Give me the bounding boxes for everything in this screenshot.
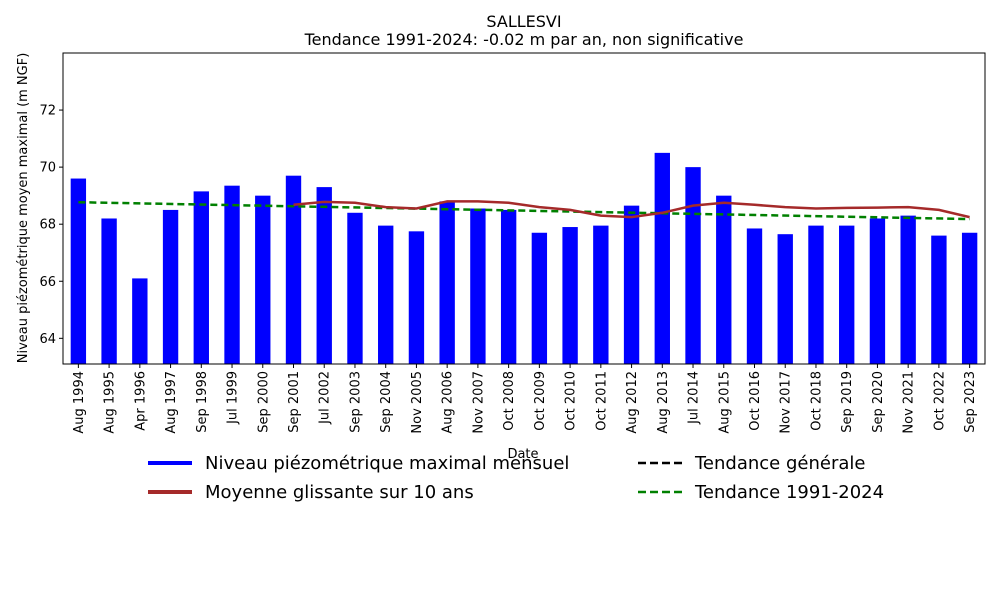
x-tick-label: Oct 2018: [809, 371, 824, 431]
bar-nov-2017: [777, 234, 793, 364]
bar-sep-2023: [961, 232, 978, 364]
bar-sep-2020: [869, 218, 886, 364]
x-tick-label: Sep 2020: [871, 371, 886, 433]
y-tick-label: 64: [39, 332, 56, 347]
bar-oct-2011: [593, 225, 609, 364]
bar-aug-2012: [623, 205, 640, 364]
x-tick-label: Sep 2023: [963, 371, 978, 433]
bar-oct-2010: [562, 227, 578, 364]
bar-aug-1994: [70, 178, 87, 364]
bar-aug-1997: [162, 209, 179, 364]
bar-jul-2002: [316, 187, 332, 364]
x-tick-label: Sep 2019: [840, 371, 855, 433]
x-tick-label: Aug 1995: [103, 371, 118, 434]
bar-aug-2013: [654, 152, 670, 364]
x-tick-label: Aug 2015: [717, 371, 732, 434]
x-tick-label: Nov 2005: [410, 371, 425, 434]
legend-label: Tendance générale: [694, 453, 865, 474]
x-tick-label: Nov 2017: [779, 371, 794, 434]
bar-oct-2022: [931, 235, 947, 364]
bar-sep-1998: [193, 191, 209, 364]
legend-label: Tendance 1991-2024: [694, 482, 884, 503]
plot-frame: [62, 52, 986, 365]
bar-nov-2007: [470, 208, 486, 364]
bar-jul-1999: [224, 185, 240, 364]
x-tick-label: Oct 2016: [748, 371, 763, 431]
bar-nov-2005: [408, 231, 425, 364]
bar-sep-2004: [378, 225, 394, 364]
bar-jul-2014: [685, 167, 701, 364]
x-tick-label: Sep 2000: [256, 371, 271, 433]
bar-sep-2000: [255, 195, 271, 364]
bar-aug-1995: [101, 218, 117, 364]
x-tick-label: Oct 2008: [502, 371, 517, 431]
moving-average-line: [293, 200, 970, 219]
x-tick-label: Sep 1998: [195, 371, 210, 433]
y-tick-label: 66: [39, 275, 56, 290]
x-tick-label: Jul 2002: [318, 371, 333, 425]
x-tick-label: Aug 2006: [441, 371, 456, 434]
y-tick-label: 72: [39, 104, 56, 119]
x-tick-label: Aug 2013: [656, 371, 671, 434]
x-tick-label: Jul 1999: [226, 371, 241, 425]
x-tick-label: Oct 2022: [932, 371, 947, 431]
legend: Niveau piézométrique maximal mensuel Tend…: [148, 453, 884, 503]
x-tick-label: Oct 2011: [594, 371, 609, 431]
x-tick-label: Oct 2009: [533, 371, 548, 431]
x-tick-label: Sep 2001: [287, 371, 302, 433]
x-tick-label: Aug 2012: [625, 371, 640, 434]
bar-oct-2009: [531, 232, 548, 364]
y-tick-label: 68: [39, 218, 56, 233]
y-tick-label: 70: [39, 161, 56, 176]
x-tick-label: Apr 1996: [133, 371, 148, 431]
bar-sep-2003: [347, 212, 363, 364]
x-axis-label: Date: [507, 447, 538, 462]
bar-aug-2015: [716, 195, 732, 364]
chart-title: SALLESVI: [486, 12, 561, 31]
bar-oct-2008: [500, 209, 517, 364]
bar-oct-2016: [746, 228, 763, 364]
bar-sep-2001: [285, 175, 302, 364]
chart-subtitle: Tendance 1991-2024: -0.02 m par an, non …: [304, 30, 744, 49]
x-tick-label: Nov 2007: [471, 371, 486, 434]
legend-label: Niveau piézométrique maximal mensuel: [205, 453, 569, 474]
trend-1991-2024-line: [78, 200, 970, 221]
x-tick-label: Nov 2021: [902, 371, 917, 434]
bar-apr-1996: [132, 278, 148, 364]
x-tick-label: Aug 1997: [164, 371, 179, 434]
bar-sep-2019: [839, 225, 855, 364]
x-tick-label: Oct 2010: [564, 371, 579, 431]
y-axis-label: Niveau piézométrique moyen maximal (m NG…: [16, 53, 31, 364]
plot-area: 64 66 68 70 72 Aug 1994 Aug 1995 Apr 1996 Aug 19…: [39, 52, 986, 434]
x-tick-label: Sep 2003: [348, 371, 363, 433]
x-tick-label: Sep 2004: [379, 371, 394, 433]
bar-nov-2021: [900, 215, 916, 364]
bar-aug-2006: [439, 201, 455, 364]
bar-oct-2018: [808, 225, 824, 364]
legend-label: Moyenne glissante sur 10 ans: [205, 482, 474, 503]
x-tick-label: Aug 1994: [72, 371, 87, 434]
x-tick-label: Jul 2014: [687, 371, 702, 425]
